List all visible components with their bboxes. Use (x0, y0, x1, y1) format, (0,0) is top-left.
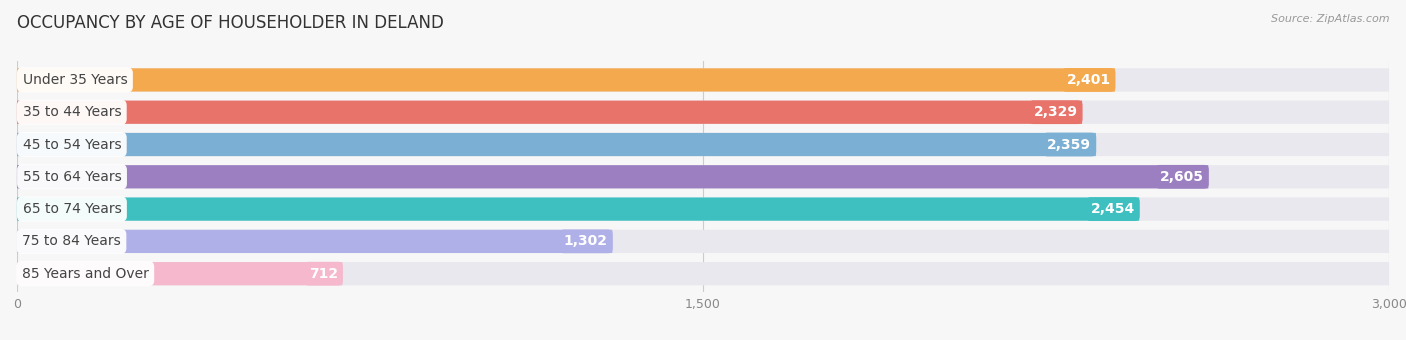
FancyBboxPatch shape (17, 133, 1095, 156)
Text: Under 35 Years: Under 35 Years (22, 73, 128, 87)
Text: 65 to 74 Years: 65 to 74 Years (22, 202, 121, 216)
FancyBboxPatch shape (17, 262, 343, 285)
Text: 712: 712 (309, 267, 337, 281)
Text: 35 to 44 Years: 35 to 44 Years (22, 105, 121, 119)
Text: 2,605: 2,605 (1160, 170, 1204, 184)
FancyBboxPatch shape (17, 198, 1139, 221)
FancyBboxPatch shape (17, 133, 1389, 156)
FancyBboxPatch shape (17, 165, 1389, 188)
FancyBboxPatch shape (17, 165, 1208, 188)
Text: 2,359: 2,359 (1047, 137, 1091, 152)
Text: 2,454: 2,454 (1091, 202, 1135, 216)
FancyBboxPatch shape (17, 68, 1389, 91)
Text: Source: ZipAtlas.com: Source: ZipAtlas.com (1271, 14, 1389, 23)
FancyBboxPatch shape (17, 101, 1389, 124)
FancyBboxPatch shape (17, 68, 1115, 91)
Text: 45 to 54 Years: 45 to 54 Years (22, 137, 121, 152)
FancyBboxPatch shape (17, 101, 1083, 124)
FancyBboxPatch shape (17, 230, 1389, 253)
Text: 75 to 84 Years: 75 to 84 Years (22, 234, 121, 249)
FancyBboxPatch shape (17, 230, 613, 253)
Text: 2,329: 2,329 (1033, 105, 1077, 119)
Text: 55 to 64 Years: 55 to 64 Years (22, 170, 121, 184)
FancyBboxPatch shape (17, 198, 1389, 221)
Text: 2,401: 2,401 (1066, 73, 1111, 87)
Text: 85 Years and Over: 85 Years and Over (21, 267, 149, 281)
Text: OCCUPANCY BY AGE OF HOUSEHOLDER IN DELAND: OCCUPANCY BY AGE OF HOUSEHOLDER IN DELAN… (17, 14, 444, 32)
Text: 1,302: 1,302 (564, 234, 607, 249)
FancyBboxPatch shape (17, 262, 1389, 285)
